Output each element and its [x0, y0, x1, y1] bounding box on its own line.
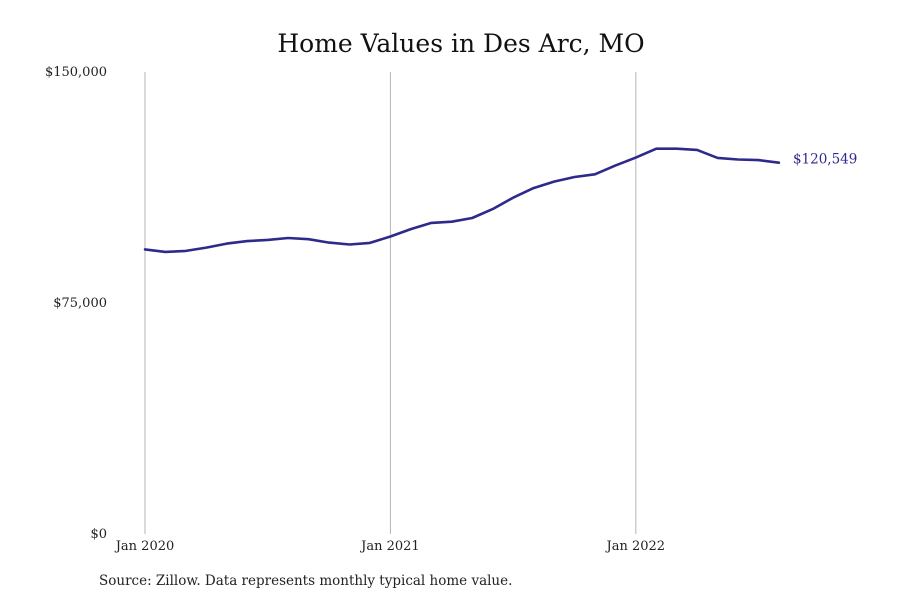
y-tick-label: $75,000 [53, 296, 107, 311]
series-line [143, 147, 781, 254]
y-tick-label: $0 [90, 527, 107, 542]
x-axis-ticks: Jan 2020 Jan 2021 Jan 2022 [114, 539, 665, 554]
end-value-label: $120,549 [793, 152, 857, 168]
chart-title: Home Values in Des Arc, MO [277, 29, 644, 58]
source-note: Source: Zillow. Data represents monthly … [99, 573, 512, 589]
y-tick-label: $150,000 [45, 65, 107, 80]
x-tick-label: Jan 2020 [114, 539, 175, 554]
x-tick-label: Jan 2022 [605, 539, 666, 554]
y-axis-ticks: $0 $75,000 $150,000 [45, 65, 107, 542]
x-tick-label: Jan 2021 [359, 539, 420, 554]
gridlines [144, 72, 637, 534]
series-layer [143, 147, 781, 254]
